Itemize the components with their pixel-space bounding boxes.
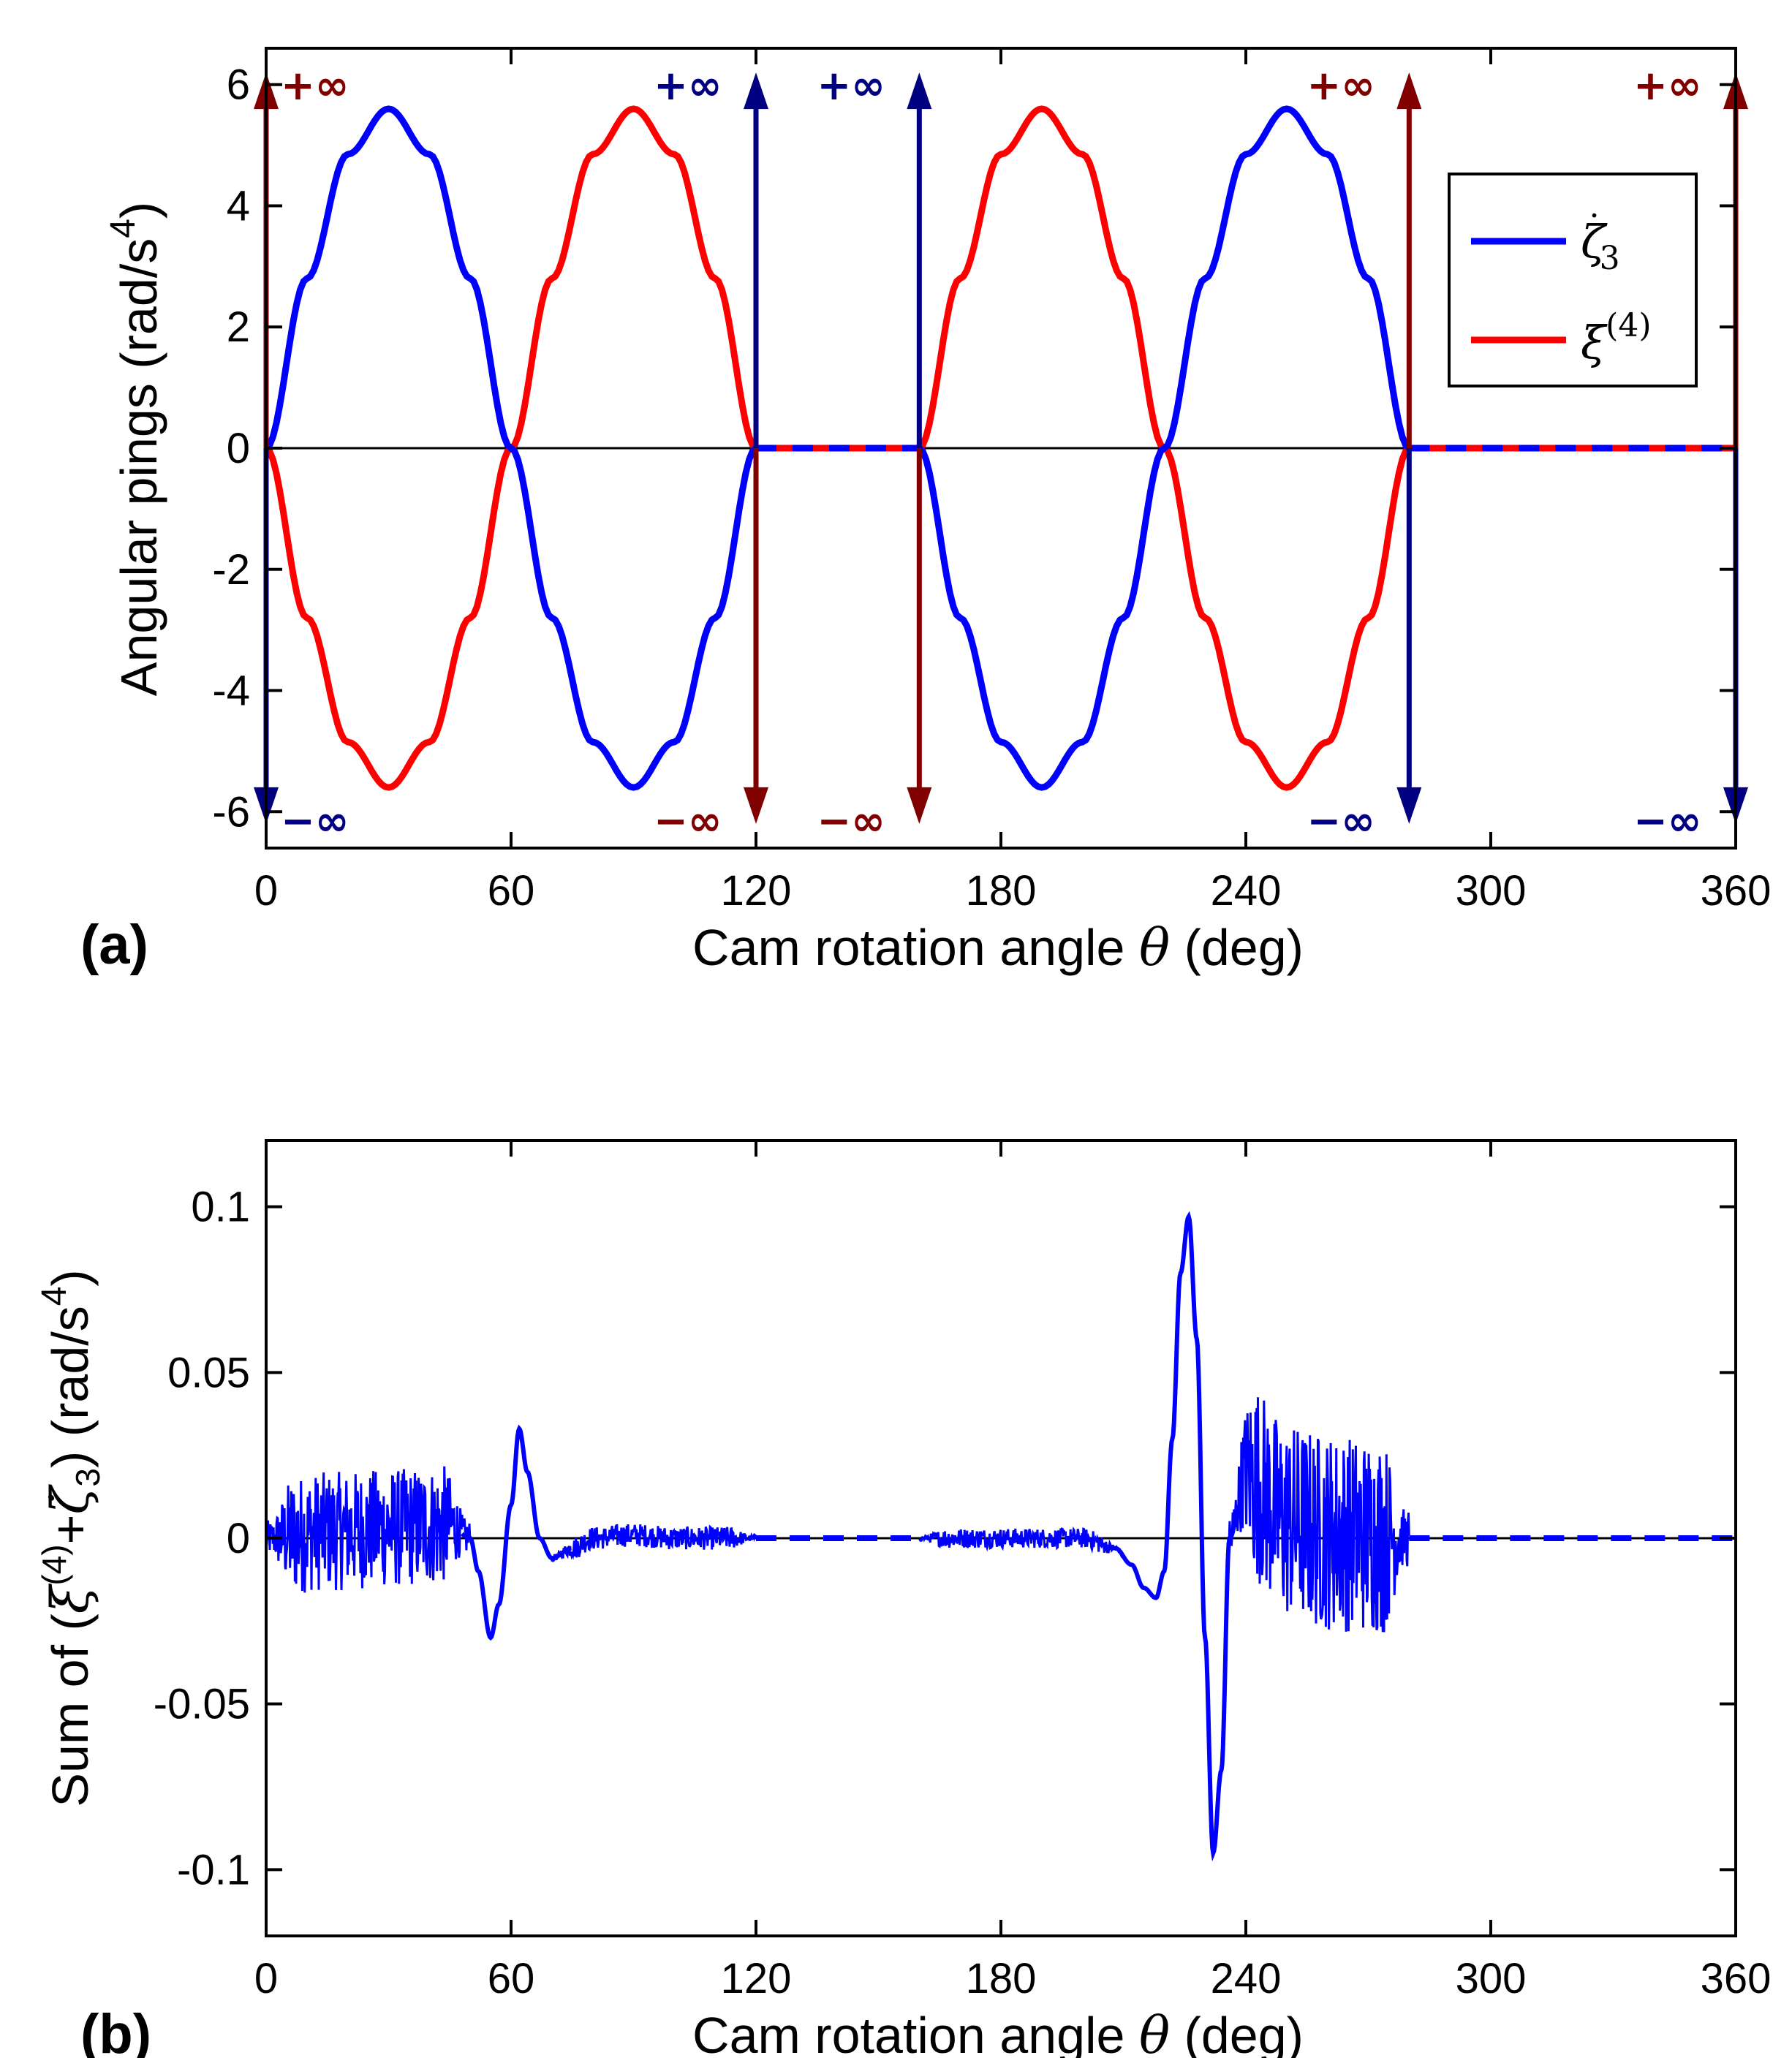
minus-infinity-label: −∞ bbox=[1307, 798, 1375, 845]
minus-infinity-label: −∞ bbox=[1633, 798, 1702, 845]
panel-b-y-tick-label: -0.1 bbox=[177, 1846, 250, 1894]
plus-infinity-label: +∞ bbox=[654, 62, 722, 110]
panel-b-ticks: 0 60 120 180 240 300 360 -0.1 -0.05 0 0.05 0.1 bbox=[154, 1140, 1772, 2002]
panel-a-x-tick-label: 180 bbox=[966, 867, 1037, 915]
impulse-down-arrowhead bbox=[1396, 787, 1422, 824]
panel-a-x-tick-label: 360 bbox=[1701, 867, 1772, 915]
minus-infinity-label: −∞ bbox=[654, 798, 722, 845]
panel-b-x-tick-label: 300 bbox=[1456, 1955, 1527, 2002]
panel-b-x-tick-label: 240 bbox=[1211, 1955, 1282, 2002]
impulse-up-arrowhead bbox=[907, 72, 932, 110]
sum-series-line bbox=[918, 1214, 1410, 1856]
panel-a-x-tick-label: 240 bbox=[1211, 867, 1282, 915]
impulse-down-arrowhead bbox=[907, 787, 932, 824]
sum-series-peak bbox=[1102, 1211, 1240, 1862]
legend-label-zeta: ζ·3 bbox=[1581, 197, 1620, 277]
panel-a-x-tick-label: 120 bbox=[721, 867, 792, 915]
impulse-up-arrowhead bbox=[744, 72, 768, 110]
panel-b-x-tick-label: 360 bbox=[1701, 1955, 1772, 2002]
impulse-up-arrowhead bbox=[1396, 72, 1422, 110]
panel-b-x-tick-label: 0 bbox=[254, 1955, 278, 2002]
panel-a: +∞−∞+∞−∞+∞−∞+∞−∞+∞−∞ 0 60 120 180 240 300 360-… bbox=[80, 47, 1771, 977]
panel-a-y-tick-label: 0 bbox=[227, 425, 250, 472]
sum-series-peak bbox=[460, 1424, 572, 1641]
panel-a-ticks: 0 60 120 180 240 300 360 -6 -4 -2 0 2 4 6 bbox=[212, 48, 1771, 915]
panel-a-x-tick-label: 0 bbox=[254, 867, 278, 915]
plus-infinity-label: +∞ bbox=[281, 62, 349, 110]
plus-infinity-label: +∞ bbox=[817, 62, 885, 110]
panel-a-y-tick-label: 6 bbox=[227, 61, 250, 109]
minus-infinity-label: −∞ bbox=[817, 798, 885, 845]
panel-b: 0 60 120 180 240 300 360 -0.1 -0.05 0 0.05 0.1 Cam … bbox=[35, 1139, 1772, 2058]
legend-label-xi: ξ(4) bbox=[1581, 307, 1651, 369]
panel-a-x-axis-label: Cam rotation angle θ (deg) bbox=[692, 918, 1304, 977]
impulse-down-arrowhead bbox=[744, 787, 768, 824]
panel-b-label: (b) bbox=[80, 2003, 151, 2058]
legend: ζ·3 ξ(4) bbox=[1448, 173, 1698, 387]
panel-b-x-tick-label: 60 bbox=[488, 1955, 535, 2002]
plus-infinity-label: +∞ bbox=[1307, 62, 1375, 110]
panel-b-x-axis-label: Cam rotation angle θ (deg) bbox=[692, 2005, 1304, 2058]
panel-b-y-tick-label: 0.1 bbox=[191, 1184, 250, 1231]
panel-a-x-tick-label: 300 bbox=[1456, 867, 1527, 915]
panel-b-x-tick-label: 180 bbox=[966, 1955, 1037, 2002]
panel-b-plot-area bbox=[266, 1211, 1736, 1862]
panel-a-y-tick-label: 4 bbox=[227, 182, 250, 230]
panel-a-label: (a) bbox=[80, 914, 148, 976]
minus-infinity-label: −∞ bbox=[281, 798, 349, 845]
panel-a-y-tick-label: -6 bbox=[212, 788, 250, 836]
sum-series-line bbox=[266, 1427, 757, 1639]
panel-a-y-tick-label: -2 bbox=[212, 546, 250, 594]
panel-a-y-axis-label: Angular pings (rad/s4) bbox=[104, 202, 167, 696]
panel-b-x-tick-label: 120 bbox=[721, 1955, 792, 2002]
panel-a-plot-area bbox=[266, 105, 1736, 791]
panel-a-y-tick-label: 2 bbox=[227, 303, 250, 351]
legend-box bbox=[1448, 173, 1698, 387]
zeta-series-line bbox=[917, 105, 1412, 791]
panel-a-x-tick-label: 60 bbox=[488, 867, 535, 915]
plus-infinity-label: +∞ bbox=[1633, 62, 1702, 110]
panel-b-y-tick-label: 0 bbox=[227, 1515, 250, 1562]
panel-b-y-tick-label: -0.05 bbox=[154, 1681, 250, 1728]
panel-b-y-axis-label: Sum of (ξ(4)+ζ̇3) (rad/s4) bbox=[35, 1269, 107, 1807]
zeta-series-line bbox=[266, 105, 758, 791]
panel-b-y-tick-label: 0.05 bbox=[167, 1349, 250, 1396]
panel-a-y-tick-label: -4 bbox=[212, 667, 250, 715]
